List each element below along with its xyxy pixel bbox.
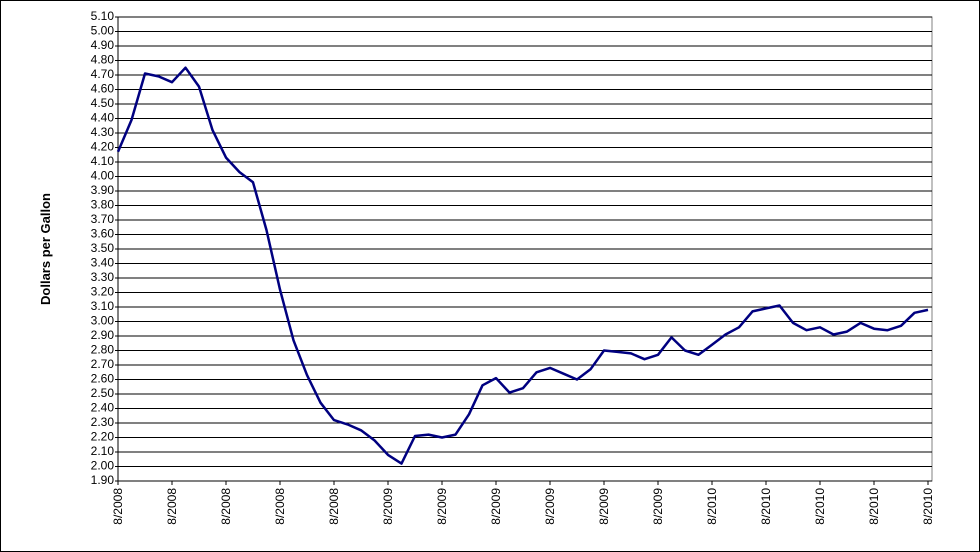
x-tick-label: 8/2008	[219, 488, 233, 525]
y-tick-label: 2.60	[91, 372, 115, 386]
x-tick-label: 8/2010	[759, 488, 773, 525]
y-tick-label: 4.40	[91, 111, 115, 125]
y-tick-label: 3.90	[91, 183, 115, 197]
y-tick-label: 3.70	[91, 212, 115, 226]
y-tick-label: 2.20	[91, 430, 115, 444]
x-tick-label: 8/2009	[543, 488, 557, 525]
y-tick-label: 2.40	[91, 401, 115, 415]
y-tick-label: 4.00	[91, 169, 115, 183]
y-tick-label: 5.10	[91, 9, 115, 23]
y-tick-label: 3.00	[91, 314, 115, 328]
x-tick-label: 8/2010	[867, 488, 881, 525]
y-tick-label: 4.30	[91, 125, 115, 139]
y-tick-label: 3.20	[91, 285, 115, 299]
x-tick-label: 8/2008	[165, 488, 179, 525]
y-tick-label: 2.80	[91, 343, 115, 357]
y-tick-label: 2.50	[91, 386, 115, 400]
y-tick-label: 3.10	[91, 299, 115, 313]
y-tick-label: 2.90	[91, 328, 115, 342]
x-tick-label: 8/2008	[273, 488, 287, 525]
x-tick-label: 8/2009	[597, 488, 611, 525]
x-tick-label: 8/2009	[381, 488, 395, 525]
y-tick-label: 3.40	[91, 256, 115, 270]
x-tick-label: 8/2009	[651, 488, 665, 525]
y-tick-label: 4.20	[91, 140, 115, 154]
y-tick-label: 2.30	[91, 415, 115, 429]
y-tick-label: 4.50	[91, 96, 115, 110]
y-tick-label: 2.10	[91, 444, 115, 458]
x-tick-label: 8/2008	[327, 488, 341, 525]
y-tick-label: 4.90	[91, 38, 115, 52]
y-tick-label: 4.80	[91, 53, 115, 67]
y-tick-label: 3.50	[91, 241, 115, 255]
y-tick-label: 3.30	[91, 270, 115, 284]
y-tick-label: 2.00	[91, 459, 115, 473]
y-axis-title: Dollars per Gallon	[38, 193, 53, 305]
y-tick-label: 4.10	[91, 154, 115, 168]
y-tick-label: 4.70	[91, 67, 115, 81]
y-tick-label: 4.60	[91, 82, 115, 96]
y-tick-label: 2.70	[91, 357, 115, 371]
x-tick-label: 8/2008	[111, 488, 125, 525]
x-tick-label: 8/2009	[435, 488, 449, 525]
x-tick-label: 8/2010	[705, 488, 719, 525]
price-line	[116, 66, 929, 465]
y-tick-label: 1.90	[91, 473, 115, 487]
y-tick-label: 3.80	[91, 198, 115, 212]
y-tick-label: 3.60	[91, 227, 115, 241]
x-tick-label: 8/2009	[489, 488, 503, 525]
x-tick-label: 8/2010	[813, 488, 827, 525]
y-tick-label: 5.00	[91, 24, 115, 38]
x-tick-label: 8/2010	[921, 488, 935, 525]
